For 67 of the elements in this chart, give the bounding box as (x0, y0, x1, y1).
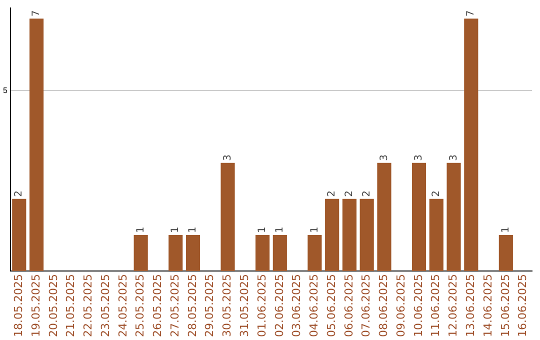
bar (464, 18, 478, 272)
x-tick-label: 24.05.2025 (116, 274, 130, 338)
data-label: 2 (326, 190, 338, 197)
x-tick-label: 10.06.2025 (412, 274, 425, 338)
bar (360, 198, 374, 272)
x-tick-label: 02.06.2025 (272, 274, 286, 338)
x-tick-label: 31.05.2025 (238, 274, 252, 338)
bar (498, 234, 513, 272)
data-label: 3 (222, 154, 234, 161)
x-tick-label: 27.05.2025 (168, 274, 182, 338)
data-label: 2 (14, 190, 25, 197)
bar (446, 162, 461, 272)
data-label: 7 (31, 10, 42, 17)
x-tick-label: 04.06.2025 (308, 274, 321, 338)
x-tick-label: 23.05.2025 (98, 274, 112, 338)
bar (342, 198, 356, 272)
x-tick-label: 13.06.2025 (464, 274, 478, 338)
x-tick-label: 29.05.2025 (203, 274, 216, 338)
bar (220, 162, 235, 272)
bar (308, 234, 322, 272)
x-tick-label: 14.06.2025 (481, 274, 494, 338)
data-label: 1 (274, 226, 286, 233)
x-tick-label: 18.05.2025 (12, 274, 25, 338)
data-label: 1 (188, 226, 199, 233)
x-tick-label: 15.06.2025 (498, 274, 512, 338)
data-label: 1 (170, 226, 182, 233)
data-label: 2 (344, 190, 356, 197)
data-label: 2 (430, 190, 442, 197)
y-tick-label: 5 (2, 86, 8, 95)
x-tick-label: 28.05.2025 (186, 274, 199, 338)
x-tick-label: 07.06.2025 (360, 274, 373, 338)
bar (168, 234, 183, 272)
bar (134, 234, 148, 272)
x-tick-label: 16.06.2025 (516, 274, 530, 338)
data-label: 1 (500, 226, 512, 233)
data-label: 3 (448, 154, 460, 161)
x-tick-label: 25.05.2025 (134, 274, 147, 338)
data-label: 1 (135, 226, 146, 233)
data-label: 1 (257, 226, 268, 233)
x-tick-label: 19.05.2025 (29, 274, 42, 338)
x-tick-label: 05.06.2025 (324, 274, 338, 338)
data-label: 2 (361, 190, 372, 197)
bar (29, 18, 44, 272)
x-tick-label: 09.06.2025 (394, 274, 408, 338)
x-tick-label: 03.06.2025 (290, 274, 304, 338)
bar (412, 162, 426, 272)
x-tick-label: 08.06.2025 (377, 274, 390, 338)
x-tick-label: 01.06.2025 (255, 274, 268, 338)
bar (186, 234, 200, 272)
bar (377, 162, 392, 272)
bar (12, 198, 26, 272)
bar (429, 198, 444, 272)
x-tick-label: 26.05.2025 (151, 274, 164, 338)
bar (272, 234, 287, 272)
data-label: 3 (378, 154, 390, 161)
bar (255, 234, 270, 272)
x-tick-label: 12.06.2025 (446, 274, 460, 338)
data-label: 3 (414, 154, 425, 161)
x-tick-label: 20.05.2025 (46, 274, 60, 338)
bar (325, 198, 340, 272)
x-tick-label: 22.05.2025 (82, 274, 95, 338)
data-label: 1 (309, 226, 320, 233)
data-label: 7 (466, 10, 477, 17)
x-tick-label: 06.06.2025 (342, 274, 356, 338)
x-tick-label: 30.05.2025 (220, 274, 234, 338)
x-tick-label: 11.06.2025 (429, 274, 442, 338)
x-tick-label: 21.05.2025 (64, 274, 78, 338)
